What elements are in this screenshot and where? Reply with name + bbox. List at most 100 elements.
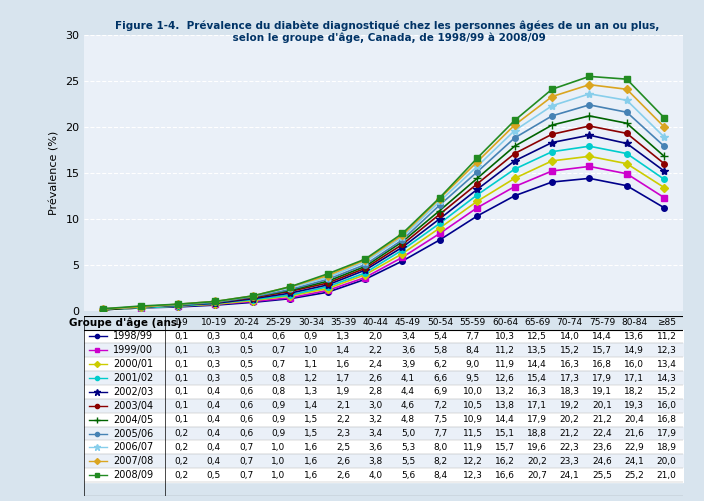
2008/09	[286, 284, 294, 290]
Text: 22,4: 22,4	[592, 429, 612, 438]
Text: 16,6: 16,6	[495, 470, 515, 479]
2002/03	[99, 307, 108, 313]
1998/99	[548, 179, 556, 185]
Text: 4,8: 4,8	[401, 415, 415, 424]
Text: 14,4: 14,4	[592, 332, 612, 341]
2003/04	[211, 300, 220, 306]
Text: 17,1: 17,1	[624, 374, 644, 383]
Text: 12,3: 12,3	[657, 346, 677, 355]
2006/07	[398, 234, 407, 240]
Text: 16,8: 16,8	[657, 415, 677, 424]
Text: 3,2: 3,2	[368, 415, 383, 424]
2004/05	[211, 300, 220, 306]
Text: 21,2: 21,2	[560, 429, 579, 438]
2006/07	[660, 134, 668, 140]
Text: 0,4: 0,4	[207, 401, 221, 410]
Text: 16,3: 16,3	[560, 360, 579, 369]
Text: 15,4: 15,4	[527, 374, 547, 383]
2006/07	[137, 304, 145, 310]
2008/09	[510, 118, 519, 124]
Text: 21,2: 21,2	[592, 415, 612, 424]
Text: 0,3: 0,3	[207, 360, 221, 369]
2006/07	[585, 91, 593, 97]
Text: 0,4: 0,4	[207, 443, 221, 452]
2004/05	[99, 307, 108, 313]
Text: 10,5: 10,5	[463, 401, 483, 410]
Line: 1998/99: 1998/99	[101, 175, 667, 313]
Text: 0,6: 0,6	[239, 387, 253, 396]
1999/00	[174, 303, 182, 309]
Text: 2008/09: 2008/09	[113, 470, 153, 480]
Text: 4,1: 4,1	[401, 374, 415, 383]
2008/09	[211, 299, 220, 305]
2006/07	[286, 285, 294, 291]
2002/03	[622, 140, 631, 146]
Text: 1,5: 1,5	[304, 415, 318, 424]
2004/05	[436, 207, 444, 213]
2005/06	[323, 277, 332, 283]
2005/06	[398, 237, 407, 243]
1998/99	[436, 237, 444, 243]
2005/06	[360, 262, 369, 268]
Text: 20,4: 20,4	[624, 415, 644, 424]
2007/08	[286, 284, 294, 290]
Text: 0,6: 0,6	[239, 415, 253, 424]
2007/08	[622, 86, 631, 92]
2007/08	[436, 195, 444, 201]
Text: 0,4: 0,4	[207, 387, 221, 396]
Line: 2005/06: 2005/06	[101, 102, 667, 312]
1998/99	[622, 183, 631, 189]
Text: 0,2: 0,2	[175, 443, 189, 452]
1999/00	[211, 301, 220, 307]
2008/09	[137, 303, 145, 309]
Text: 14,4: 14,4	[495, 415, 515, 424]
2000/01	[286, 293, 294, 299]
2003/04	[137, 304, 145, 310]
Text: Groupe d'âge (ans): Groupe d'âge (ans)	[68, 317, 182, 328]
Text: 3,8: 3,8	[368, 457, 383, 466]
Text: 13,5: 13,5	[527, 346, 547, 355]
2003/04	[510, 150, 519, 156]
Text: 1,0: 1,0	[304, 346, 318, 355]
Text: 9,5: 9,5	[465, 374, 479, 383]
2003/04	[473, 181, 482, 187]
Text: 6,6: 6,6	[433, 374, 448, 383]
Text: 1-9: 1-9	[174, 318, 189, 327]
1999/00	[99, 307, 108, 313]
2003/04	[99, 307, 108, 313]
1999/00	[249, 299, 257, 305]
Text: 18,8: 18,8	[527, 429, 547, 438]
Text: 1,6: 1,6	[304, 457, 318, 466]
2003/04	[286, 289, 294, 295]
Text: 45-49: 45-49	[395, 318, 421, 327]
Text: 1,7: 1,7	[336, 374, 351, 383]
Text: 13,2: 13,2	[495, 387, 515, 396]
Text: 17,9: 17,9	[657, 429, 677, 438]
2006/07	[473, 163, 482, 169]
2004/05	[548, 122, 556, 128]
1999/00	[510, 184, 519, 190]
Text: 5,5: 5,5	[401, 457, 415, 466]
Line: 2001/02: 2001/02	[101, 143, 667, 313]
2002/03	[660, 168, 668, 174]
2000/01	[548, 158, 556, 164]
Text: 0,1: 0,1	[175, 387, 189, 396]
Text: 65-69: 65-69	[524, 318, 551, 327]
Text: 30-34: 30-34	[298, 318, 324, 327]
2004/05	[137, 304, 145, 310]
Text: 12,2: 12,2	[463, 457, 482, 466]
Text: 20,2: 20,2	[560, 415, 579, 424]
2001/02	[137, 305, 145, 311]
Text: 11,2: 11,2	[657, 332, 677, 341]
2007/08	[99, 306, 108, 312]
2000/01	[660, 184, 668, 190]
2004/05	[660, 153, 668, 159]
2005/06	[286, 287, 294, 293]
Text: 21,0: 21,0	[657, 470, 677, 479]
Text: 20,1: 20,1	[592, 401, 612, 410]
1999/00	[286, 295, 294, 301]
1999/00	[323, 288, 332, 294]
Text: 2,5: 2,5	[337, 443, 351, 452]
Text: 2006/07: 2006/07	[113, 442, 153, 452]
2003/04	[360, 266, 369, 272]
